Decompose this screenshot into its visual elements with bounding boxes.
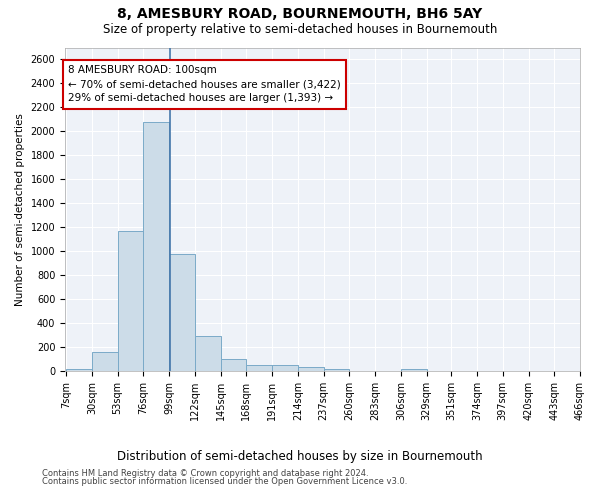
Text: Size of property relative to semi-detached houses in Bournemouth: Size of property relative to semi-detach… (103, 22, 497, 36)
Bar (118, 231, 143, 371)
Text: Contains public sector information licensed under the Open Government Licence v3: Contains public sector information licen… (42, 477, 407, 486)
Text: Distribution of semi-detached houses by size in Bournemouth: Distribution of semi-detached houses by … (117, 450, 483, 463)
Text: 8 AMESBURY ROAD: 100sqm
← 70% of semi-detached houses are smaller (3,422)
29% of: 8 AMESBURY ROAD: 100sqm ← 70% of semi-de… (68, 66, 341, 104)
Bar (92, 352, 118, 371)
Bar (221, 359, 247, 371)
Bar (66, 368, 92, 371)
Bar (401, 368, 427, 371)
Bar (143, 122, 169, 371)
Bar (323, 368, 349, 371)
Text: 8, AMESBURY ROAD, BOURNEMOUTH, BH6 5AY: 8, AMESBURY ROAD, BOURNEMOUTH, BH6 5AY (118, 8, 482, 22)
Bar (195, 336, 221, 371)
Y-axis label: Number of semi-detached properties: Number of semi-detached properties (15, 113, 25, 306)
Bar (169, 254, 195, 371)
Text: Contains HM Land Registry data © Crown copyright and database right 2024.: Contains HM Land Registry data © Crown c… (42, 468, 368, 477)
Bar (298, 366, 323, 371)
Bar (272, 365, 298, 371)
Bar (247, 365, 272, 371)
